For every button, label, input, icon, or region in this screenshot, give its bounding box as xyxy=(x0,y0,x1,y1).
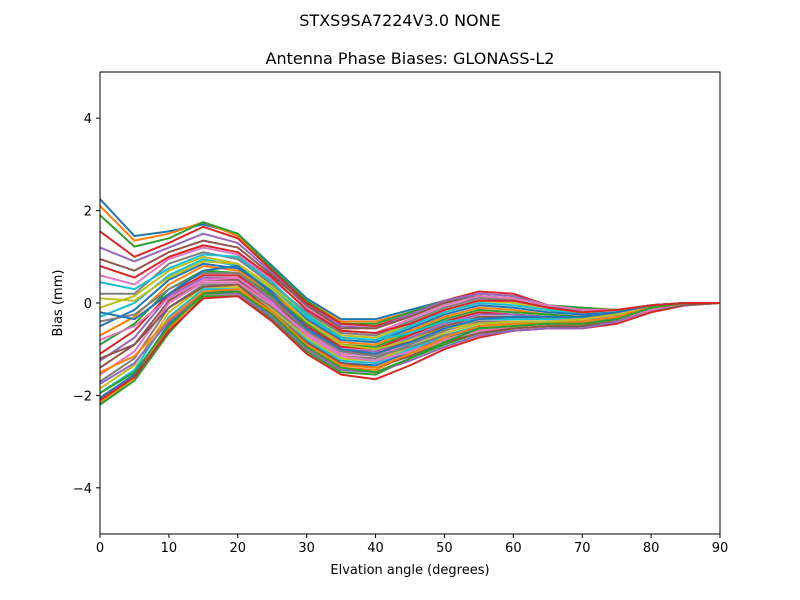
x-tick-label: 40 xyxy=(367,541,384,556)
x-axis: 0 10 20 30 40 50 60 70 80 90 xyxy=(96,534,728,556)
y-tick-label: −2 xyxy=(73,389,92,404)
x-tick-label: 90 xyxy=(712,541,729,556)
x-axis-label: Elvation angle (degrees) xyxy=(330,563,489,578)
series-line-32 xyxy=(100,288,720,374)
x-tick-label: 50 xyxy=(436,541,453,556)
y-tick-label: 4 xyxy=(84,112,92,127)
y-tick-label: 2 xyxy=(84,205,92,220)
series-line-24 xyxy=(100,295,720,401)
y-axis-label: Bias (mm) xyxy=(51,270,66,337)
x-tick-label: 30 xyxy=(298,541,315,556)
series-line-34 xyxy=(100,244,720,335)
series-line-29 xyxy=(100,260,720,351)
y-tick-label: −4 xyxy=(73,482,92,497)
series-line-33 xyxy=(100,290,720,394)
series-line-31 xyxy=(100,265,720,355)
series-layer xyxy=(100,198,720,406)
chart-title: Antenna Phase Biases: GLONASS-L2 xyxy=(266,49,555,68)
x-tick-label: 60 xyxy=(505,541,522,556)
y-axis: −4 −2 0 2 4 xyxy=(73,112,100,497)
x-tick-label: 0 xyxy=(96,541,104,556)
x-tick-label: 80 xyxy=(643,541,660,556)
x-tick-label: 20 xyxy=(230,541,247,556)
x-tick-label: 10 xyxy=(161,541,178,556)
x-tick-label: 70 xyxy=(574,541,591,556)
y-tick-label: 0 xyxy=(84,297,92,312)
figure-suptitle: STXS9SA7224V3.0 NONE xyxy=(299,11,500,30)
